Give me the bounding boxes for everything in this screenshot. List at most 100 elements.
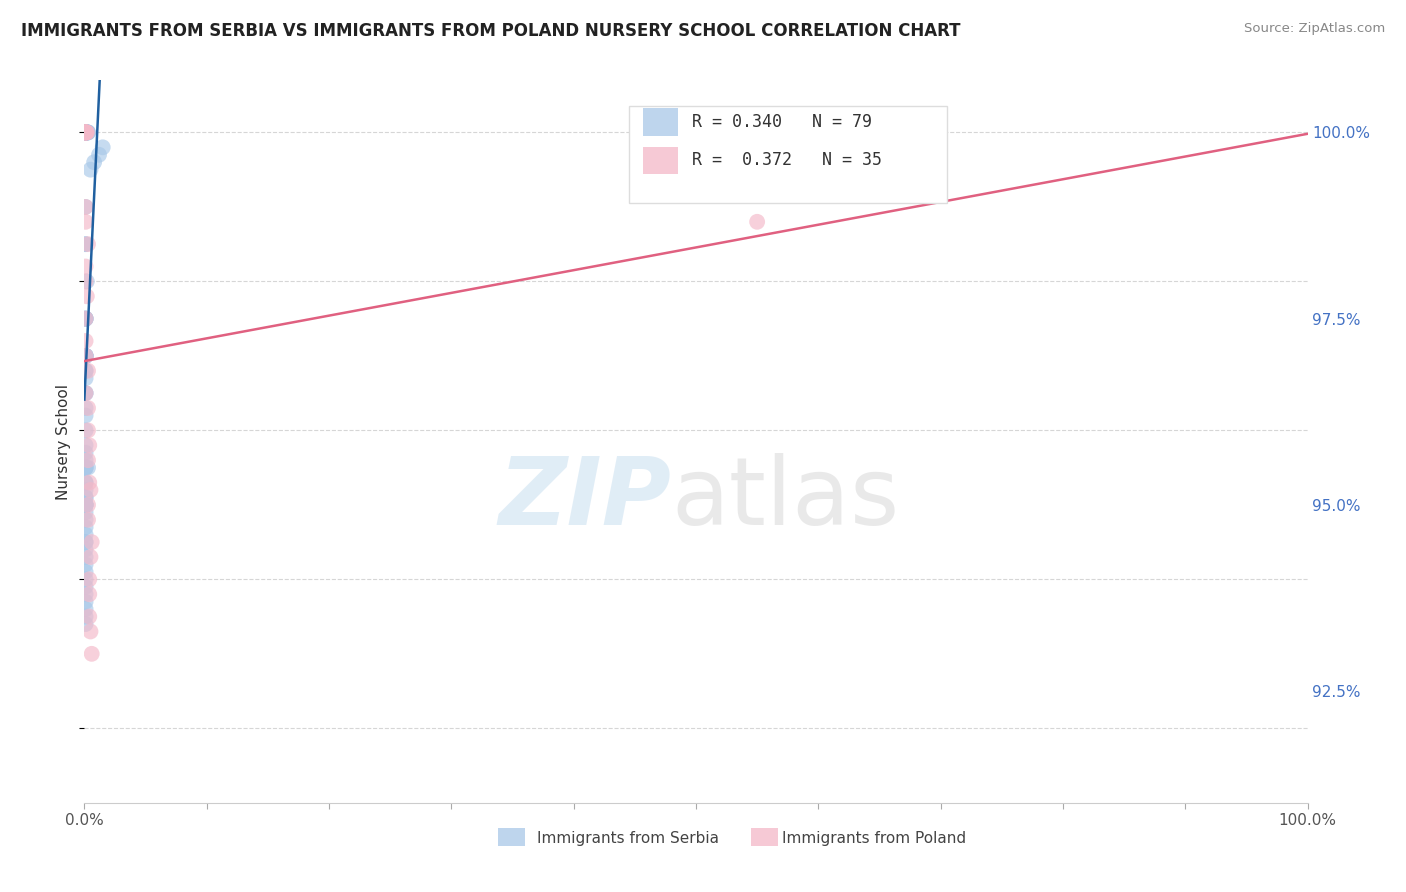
- Text: ZIP: ZIP: [499, 453, 672, 545]
- Point: [75, 364, 97, 378]
- Bar: [644, 147, 678, 174]
- Point: [75, 409, 97, 423]
- Point: [75, 125, 97, 139]
- Point: [83, 155, 105, 169]
- Point: [75, 125, 97, 139]
- Point: [79, 162, 101, 177]
- Point: [75, 386, 97, 401]
- Point: [75, 125, 97, 139]
- Point: [75, 125, 97, 139]
- Point: [75, 371, 97, 385]
- Point: [75, 498, 97, 512]
- Point: [75, 498, 97, 512]
- Point: [75, 558, 97, 572]
- Point: [75, 491, 97, 505]
- Point: [75, 334, 97, 348]
- Point: [75, 475, 97, 490]
- Point: [75, 609, 97, 624]
- Point: [75, 595, 97, 609]
- Text: atlas: atlas: [672, 453, 900, 545]
- Point: [77, 401, 100, 415]
- Point: [75, 401, 97, 415]
- Point: [77, 125, 100, 139]
- Point: [76, 125, 98, 139]
- Point: [75, 349, 97, 363]
- Point: [75, 311, 97, 326]
- Point: [77, 237, 100, 252]
- Point: [75, 491, 97, 505]
- Point: [75, 535, 97, 549]
- Point: [79, 624, 101, 639]
- Text: Source: ZipAtlas.com: Source: ZipAtlas.com: [1244, 22, 1385, 36]
- Point: [76, 289, 98, 303]
- Point: [75, 349, 97, 363]
- Point: [79, 483, 101, 497]
- Point: [91, 140, 114, 154]
- Point: [75, 349, 97, 363]
- Y-axis label: Nursery School: Nursery School: [56, 384, 72, 500]
- Point: [77, 460, 100, 475]
- FancyBboxPatch shape: [628, 105, 946, 203]
- Point: [75, 125, 97, 139]
- Point: [75, 438, 97, 452]
- Point: [75, 505, 97, 519]
- Point: [75, 498, 97, 512]
- Point: [80, 535, 103, 549]
- Point: [75, 460, 97, 475]
- Point: [75, 274, 97, 288]
- Point: [75, 349, 97, 363]
- Point: [75, 125, 97, 139]
- Point: [75, 527, 97, 541]
- Point: [77, 125, 100, 139]
- Point: [75, 311, 97, 326]
- Point: [75, 125, 97, 139]
- Point: [76, 125, 98, 139]
- Point: [75, 498, 97, 512]
- Bar: [751, 828, 778, 847]
- Point: [75, 565, 97, 579]
- Point: [75, 602, 97, 616]
- Point: [75, 125, 97, 139]
- Point: [77, 438, 100, 452]
- Point: [75, 475, 97, 490]
- Point: [75, 535, 97, 549]
- Point: [75, 311, 97, 326]
- Point: [75, 200, 97, 214]
- Point: [75, 349, 97, 363]
- Point: [77, 587, 100, 601]
- Point: [75, 423, 97, 437]
- Point: [75, 125, 97, 139]
- Point: [76, 125, 98, 139]
- Point: [75, 125, 97, 139]
- Text: R = 0.340   N = 79: R = 0.340 N = 79: [692, 113, 872, 131]
- Point: [75, 260, 97, 274]
- Point: [75, 386, 97, 401]
- Point: [75, 237, 97, 252]
- Point: [76, 125, 98, 139]
- Point: [75, 460, 97, 475]
- Point: [75, 542, 97, 557]
- Point: [75, 498, 97, 512]
- Text: R =  0.372   N = 35: R = 0.372 N = 35: [692, 152, 883, 169]
- Point: [75, 446, 97, 460]
- Point: [75, 125, 97, 139]
- Point: [75, 572, 97, 586]
- Point: [75, 311, 97, 326]
- Point: [75, 483, 97, 497]
- Point: [77, 364, 100, 378]
- Point: [75, 125, 97, 139]
- Point: [75, 215, 97, 229]
- Point: [76, 125, 98, 139]
- Point: [75, 349, 97, 363]
- Point: [747, 215, 769, 229]
- Point: [75, 386, 97, 401]
- Point: [75, 311, 97, 326]
- Point: [75, 125, 97, 139]
- Point: [75, 617, 97, 632]
- Point: [75, 125, 97, 139]
- Point: [75, 125, 97, 139]
- Point: [79, 549, 101, 564]
- Point: [76, 125, 98, 139]
- Bar: [644, 109, 678, 136]
- Point: [75, 580, 97, 594]
